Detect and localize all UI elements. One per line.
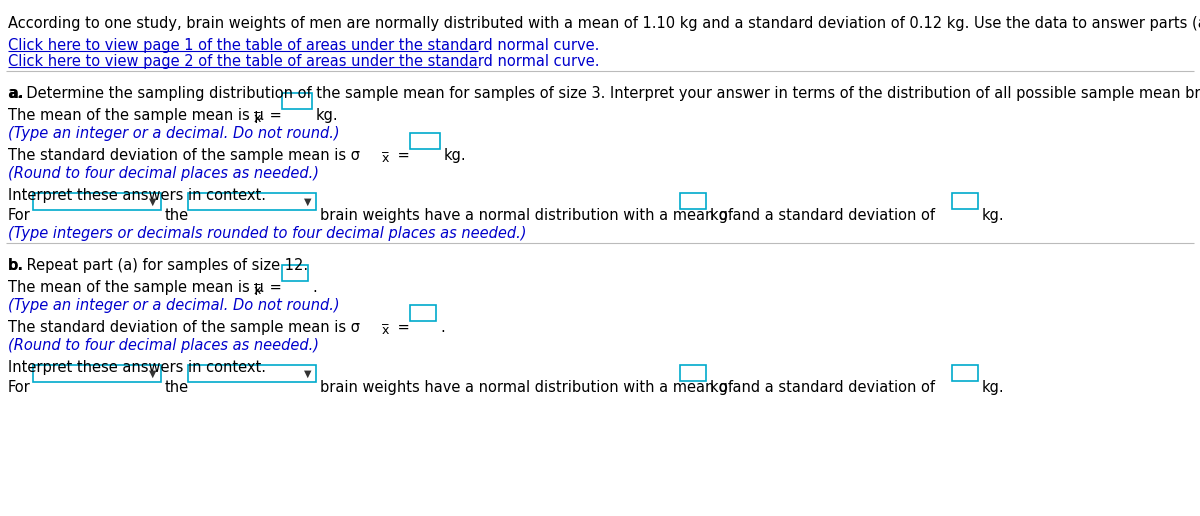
Text: For: For	[8, 380, 31, 395]
FancyBboxPatch shape	[410, 305, 436, 321]
Text: kg and a standard deviation of: kg and a standard deviation of	[710, 208, 935, 223]
Text: Interpret these answers in context.: Interpret these answers in context.	[8, 360, 266, 375]
Text: The standard deviation of the sample mean is σ: The standard deviation of the sample mea…	[8, 148, 360, 163]
Text: the: the	[166, 380, 190, 395]
Text: Click here to view page 1 of the table of areas under the standard normal curve.: Click here to view page 1 of the table o…	[8, 38, 599, 53]
Text: kg.: kg.	[444, 148, 467, 163]
FancyBboxPatch shape	[188, 365, 316, 382]
Text: (Round to four decimal places as needed.): (Round to four decimal places as needed.…	[8, 338, 319, 353]
Text: kg and a standard deviation of: kg and a standard deviation of	[710, 380, 935, 395]
Text: ▼: ▼	[149, 368, 157, 379]
Text: brain weights have a normal distribution with a mean of: brain weights have a normal distribution…	[320, 208, 733, 223]
Text: ▼: ▼	[149, 197, 157, 206]
FancyBboxPatch shape	[188, 193, 316, 210]
Text: x̅: x̅	[382, 324, 389, 337]
Text: b.: b.	[8, 258, 24, 273]
FancyBboxPatch shape	[282, 265, 308, 281]
Text: For: For	[8, 208, 31, 223]
Text: =: =	[394, 148, 409, 163]
Text: x̅: x̅	[254, 284, 262, 297]
Text: Click here to view page 2 of the table of areas under the standard normal curve.: Click here to view page 2 of the table o…	[8, 54, 600, 69]
Text: a.: a.	[8, 86, 24, 101]
Text: b. Repeat part (a) for samples of size 12.: b. Repeat part (a) for samples of size 1…	[8, 258, 308, 273]
Text: =: =	[265, 280, 282, 295]
Text: x̅: x̅	[254, 112, 262, 125]
Text: ▼: ▼	[305, 368, 312, 379]
FancyBboxPatch shape	[34, 365, 161, 382]
Text: .: .	[440, 320, 445, 335]
Text: The mean of the sample mean is μ: The mean of the sample mean is μ	[8, 108, 264, 123]
Text: (Type an integer or a decimal. Do not round.): (Type an integer or a decimal. Do not ro…	[8, 298, 340, 313]
Text: According to one study, brain weights of men are normally distributed with a mea: According to one study, brain weights of…	[8, 16, 1200, 31]
FancyBboxPatch shape	[410, 133, 440, 149]
Text: =: =	[394, 320, 409, 335]
Text: (Type an integer or a decimal. Do not round.): (Type an integer or a decimal. Do not ro…	[8, 126, 340, 141]
Text: kg.: kg.	[316, 108, 338, 123]
Text: kg.: kg.	[982, 380, 1004, 395]
FancyBboxPatch shape	[952, 365, 978, 381]
Text: (Type integers or decimals rounded to four decimal places as needed.): (Type integers or decimals rounded to fo…	[8, 226, 527, 241]
Text: .: .	[312, 280, 317, 295]
Text: Interpret these answers in context.: Interpret these answers in context.	[8, 188, 266, 203]
FancyBboxPatch shape	[34, 193, 161, 210]
Text: The standard deviation of the sample mean is σ: The standard deviation of the sample mea…	[8, 320, 360, 335]
Text: brain weights have a normal distribution with a mean of: brain weights have a normal distribution…	[320, 380, 733, 395]
FancyBboxPatch shape	[680, 193, 706, 209]
Text: the: the	[166, 208, 190, 223]
Text: The mean of the sample mean is μ: The mean of the sample mean is μ	[8, 280, 264, 295]
Text: kg.: kg.	[982, 208, 1004, 223]
FancyBboxPatch shape	[282, 93, 312, 109]
FancyBboxPatch shape	[680, 365, 706, 381]
Text: (Round to four decimal places as needed.): (Round to four decimal places as needed.…	[8, 166, 319, 181]
Text: x̅: x̅	[382, 152, 389, 165]
Text: ▼: ▼	[305, 197, 312, 206]
Text: =: =	[265, 108, 282, 123]
FancyBboxPatch shape	[952, 193, 978, 209]
Text: a. Determine the sampling distribution of the sample mean for samples of size 3.: a. Determine the sampling distribution o…	[8, 86, 1200, 101]
